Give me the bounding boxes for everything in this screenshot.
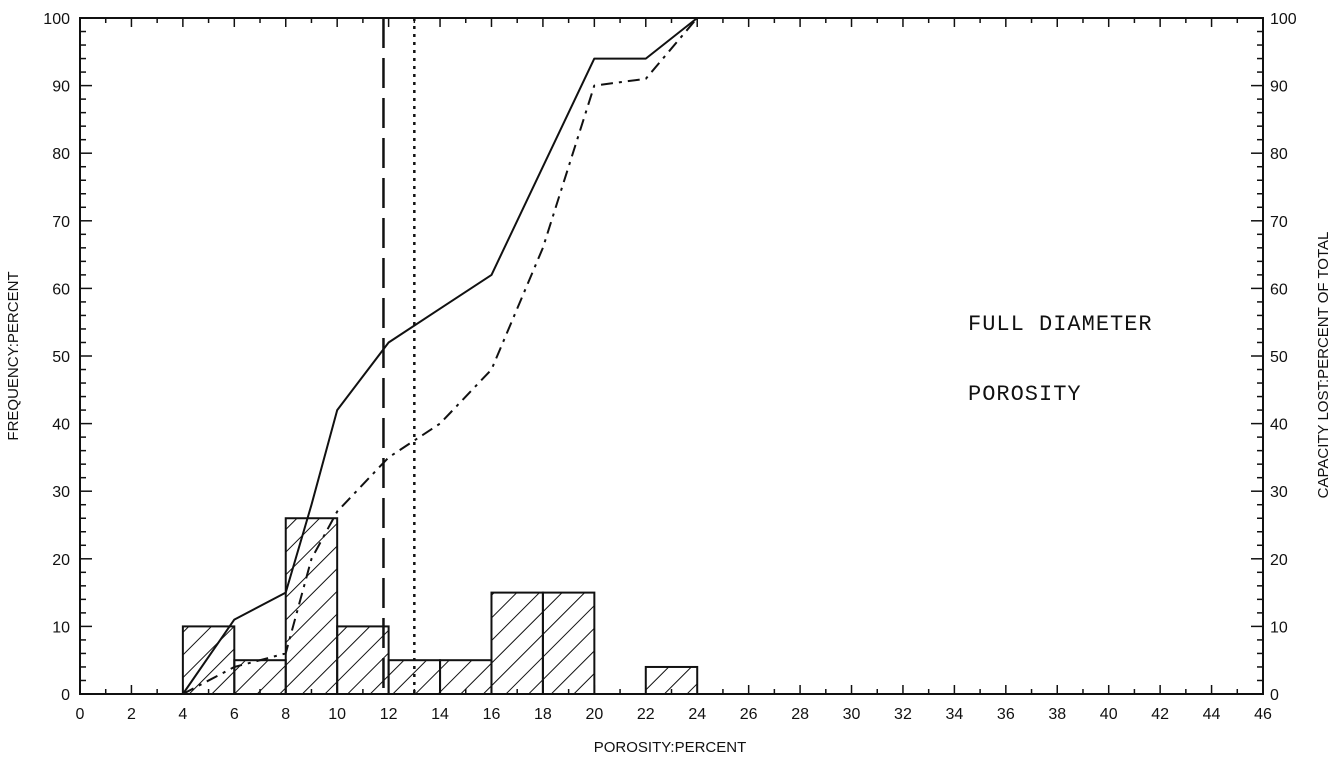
y2-tick-label: 80 (1270, 146, 1288, 163)
y2-axis-title: CAPACITY LOST:PERCENT OF TOTAL (1315, 232, 1332, 499)
y2-tick-label: 30 (1270, 484, 1288, 501)
y-tick-label: 30 (52, 484, 70, 501)
x-tick-label: 46 (1254, 706, 1272, 723)
y-tick-label: 20 (52, 552, 70, 569)
reference-lines (382, 18, 416, 694)
x-axis-title: POROSITY:PERCENT (594, 739, 747, 756)
y-axis-right: 0 10 20 30 40 50 60 70 80 90 100 (1251, 11, 1297, 704)
annotation-porosity: POROSITY (968, 382, 1082, 407)
y-tick-label: 60 (52, 281, 70, 298)
x-tick-label: 38 (1048, 706, 1066, 723)
x-tick-label: 20 (585, 706, 603, 723)
x-tick-label: 24 (688, 706, 706, 723)
x-tick-label: 0 (76, 706, 85, 723)
x-tick-label: 34 (945, 706, 963, 723)
y-tick-label: 80 (52, 146, 70, 163)
x-tick-label: 40 (1100, 706, 1118, 723)
y2-tick-label: 10 (1270, 619, 1288, 636)
x-tick-label: 6 (230, 706, 239, 723)
y-tick-label: 40 (52, 417, 70, 434)
y2-tick-label: 40 (1270, 417, 1288, 434)
y2-tick-label: 50 (1270, 349, 1288, 366)
histogram-bar (541, 591, 596, 695)
x-tick-label: 18 (534, 706, 552, 723)
cumulative-curves (182, 17, 698, 695)
y-tick-label: 0 (61, 687, 70, 704)
histogram-bar (439, 659, 493, 696)
x-tick-label: 2 (127, 706, 136, 723)
y-tick-label: 50 (52, 349, 70, 366)
y2-tick-label: 70 (1270, 214, 1288, 231)
y2-tick-label: 20 (1270, 552, 1288, 569)
histogram-bars (181, 517, 699, 696)
y-tick-label: 10 (52, 619, 70, 636)
x-tick-label: 4 (178, 706, 187, 723)
y2-tick-label: 0 (1270, 687, 1279, 704)
y2-tick-label: 90 (1270, 79, 1288, 96)
x-tick-label: 10 (328, 706, 346, 723)
histogram-bar (284, 517, 339, 695)
histogram-bar (490, 591, 544, 695)
y-tick-label: 70 (52, 214, 70, 231)
x-tick-label: 26 (740, 706, 758, 723)
y-axis-title: FREQUENCY:PERCENT (5, 271, 22, 440)
plot-frame (79, 17, 1264, 695)
x-tick-label: 36 (997, 706, 1015, 723)
y2-tick-label: 100 (1270, 11, 1297, 28)
y-axis-left: 0 10 20 30 40 50 60 70 80 90 100 (43, 11, 92, 704)
x-tick-label: 8 (281, 706, 290, 723)
x-tick-label: 32 (894, 706, 912, 723)
x-tick-label: 30 (843, 706, 861, 723)
annotation-full-diameter: FULL DIAMETER (968, 312, 1153, 337)
x-tick-label: 44 (1203, 706, 1221, 723)
x-tick-label: 12 (380, 706, 398, 723)
histogram-bar (387, 659, 442, 696)
cumulative-line-solid (182, 17, 698, 695)
histogram-bar (336, 625, 390, 696)
x-axis: 0 2 4 6 8 10 12 14 16 18 20 22 24 26 28 30 32 34 36 38 40 42 4… (76, 18, 1272, 723)
y-tick-label: 90 (52, 79, 70, 96)
cumulative-line-dash-dot (182, 17, 698, 695)
x-tick-label: 16 (483, 706, 501, 723)
y-tick-label: 100 (43, 11, 70, 28)
x-tick-label: 28 (791, 706, 809, 723)
y2-tick-label: 60 (1270, 281, 1288, 298)
x-tick-label: 42 (1151, 706, 1169, 723)
x-tick-label: 22 (637, 706, 655, 723)
x-tick-label: 14 (431, 706, 449, 723)
